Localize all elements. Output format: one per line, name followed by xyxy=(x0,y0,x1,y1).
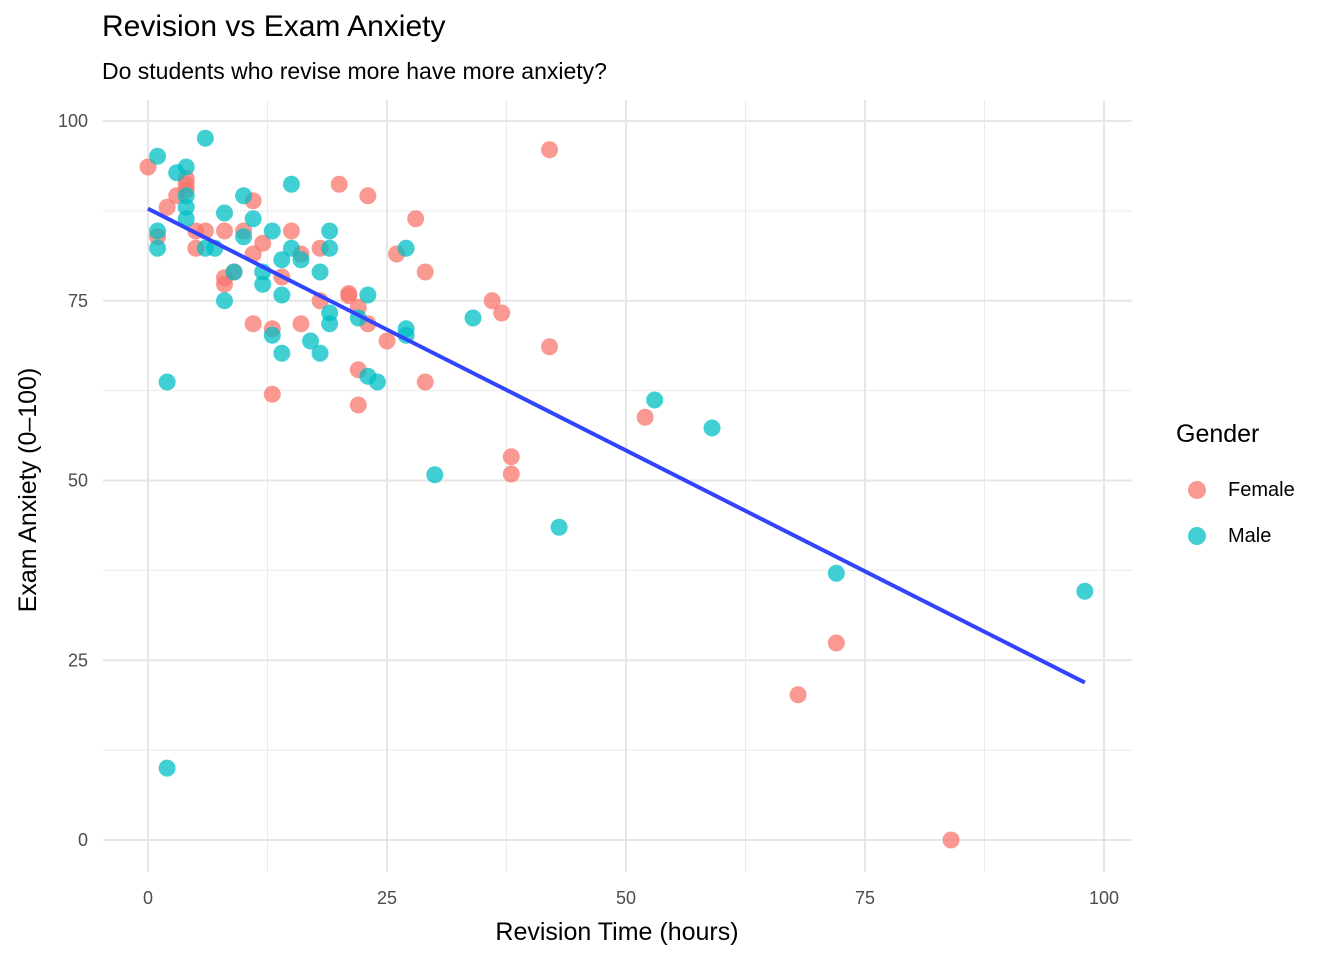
data-point-male xyxy=(321,315,339,333)
data-point-male xyxy=(464,309,482,327)
data-point-female xyxy=(636,408,654,426)
regression-line xyxy=(147,206,1086,685)
data-point-male xyxy=(282,239,300,257)
data-point-male xyxy=(149,147,167,165)
data-point-female xyxy=(330,175,348,193)
x-tick-label: 100 xyxy=(1089,888,1119,908)
data-point-female xyxy=(942,831,960,849)
data-point-male xyxy=(177,210,195,228)
data-point-male xyxy=(177,158,195,176)
data-point-male xyxy=(1076,582,1094,600)
x-tick-label: 75 xyxy=(855,888,875,908)
data-point-male xyxy=(254,275,272,293)
y-tick-label: 100 xyxy=(58,111,88,131)
data-point-male xyxy=(646,391,664,409)
y-tick-label: 50 xyxy=(68,471,88,491)
data-point-male xyxy=(158,759,176,777)
y-tick-label: 25 xyxy=(68,650,88,670)
data-point-female xyxy=(340,287,358,305)
data-point-male xyxy=(149,239,167,257)
legend-title: Gender xyxy=(1176,420,1260,448)
data-point-male xyxy=(158,373,176,391)
data-point-female xyxy=(416,373,434,391)
data-point-male xyxy=(292,251,310,269)
data-point-male xyxy=(235,187,253,205)
data-point-male xyxy=(311,344,329,362)
data-point-male xyxy=(225,263,243,281)
data-point-male xyxy=(321,239,339,257)
data-point-male xyxy=(149,222,167,240)
chart-title: Revision vs Exam Anxiety xyxy=(102,10,446,43)
data-point-female xyxy=(789,686,807,704)
data-point-female xyxy=(244,315,262,333)
legend: Gender Female Male xyxy=(1176,420,1295,559)
data-point-female xyxy=(215,222,233,240)
data-point-female xyxy=(541,141,559,159)
y-axis-label: Exam Anxiety (0–100) xyxy=(14,368,42,613)
data-point-male xyxy=(215,292,233,310)
data-point-female xyxy=(215,275,233,293)
data-point-female xyxy=(378,332,396,350)
data-point-male xyxy=(263,326,281,344)
legend-key-male xyxy=(1188,527,1206,545)
chart-subtitle: Do students who revise more have more an… xyxy=(102,58,607,84)
data-point-male xyxy=(550,518,568,536)
data-point-female xyxy=(407,210,425,228)
data-point-male xyxy=(215,204,233,222)
data-point-male xyxy=(273,286,291,304)
x-tick-label: 25 xyxy=(377,888,397,908)
data-point-male xyxy=(263,222,281,240)
data-point-female xyxy=(483,292,501,310)
data-point-female xyxy=(349,396,367,414)
legend-item-female: Female xyxy=(1176,467,1295,513)
data-point-female xyxy=(827,634,845,652)
legend-key-female xyxy=(1188,481,1206,499)
data-point-female xyxy=(416,263,434,281)
data-point-male xyxy=(282,175,300,193)
data-point-female xyxy=(541,338,559,356)
data-point-male xyxy=(311,263,329,281)
data-point-male xyxy=(302,332,320,350)
legend-label-female: Female xyxy=(1228,478,1295,501)
y-tick-label: 0 xyxy=(78,830,88,850)
data-point-female xyxy=(493,304,511,322)
legend-item-male: Male xyxy=(1176,513,1295,559)
data-point-male xyxy=(397,239,415,257)
data-point-female xyxy=(263,385,281,403)
data-point-male xyxy=(703,419,721,437)
data-point-female xyxy=(158,198,176,216)
legend-label-male: Male xyxy=(1228,524,1272,547)
data-point-male xyxy=(273,251,291,269)
data-point-male xyxy=(273,344,291,362)
data-point-male xyxy=(244,210,262,228)
data-point-female xyxy=(359,187,377,205)
data-point-male xyxy=(368,373,386,391)
data-point-male xyxy=(359,286,377,304)
data-point-female xyxy=(282,222,300,240)
data-point-male xyxy=(196,129,214,147)
data-point-male xyxy=(235,228,253,246)
data-point-male xyxy=(426,466,444,484)
x-tick-label: 50 xyxy=(616,888,636,908)
data-point-male xyxy=(827,564,845,582)
x-tick-label: 0 xyxy=(143,888,153,908)
data-point-female xyxy=(502,465,520,483)
data-point-female xyxy=(502,448,520,466)
y-tick-label: 75 xyxy=(68,291,88,311)
data-point-male xyxy=(321,222,339,240)
data-point-female xyxy=(254,234,272,252)
data-point-female xyxy=(292,315,310,333)
x-axis-label: Revision Time (hours) xyxy=(495,918,738,946)
